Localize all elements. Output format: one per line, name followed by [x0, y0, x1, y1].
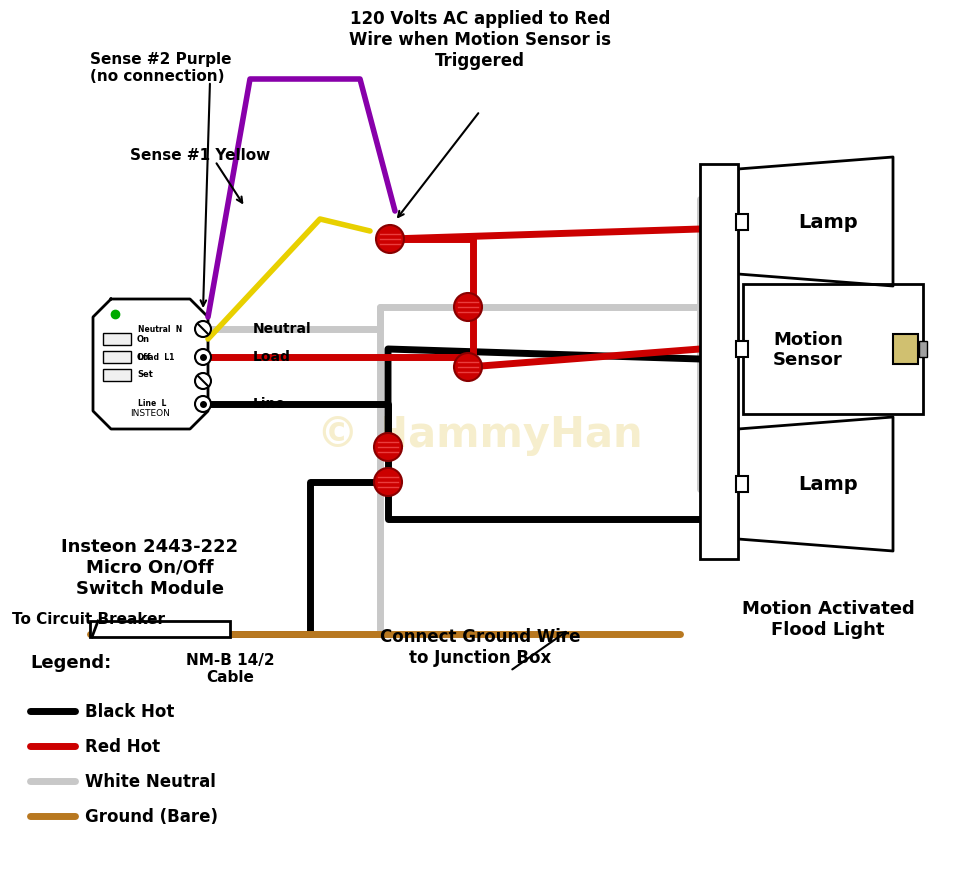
Text: Legend:: Legend:: [30, 653, 111, 671]
Circle shape: [195, 396, 210, 413]
Text: © HammyHan: © HammyHan: [317, 414, 642, 455]
Text: Neutral: Neutral: [253, 322, 311, 335]
Text: 120 Volts AC applied to Red
Wire when Motion Sensor is
Triggered: 120 Volts AC applied to Red Wire when Mo…: [349, 10, 610, 70]
Text: Connect Ground Wire
to Junction Box: Connect Ground Wire to Junction Box: [380, 627, 579, 666]
Text: On: On: [136, 334, 150, 343]
Text: Neutral  N: Neutral N: [137, 324, 182, 333]
Text: Red Hot: Red Hot: [85, 737, 160, 755]
FancyBboxPatch shape: [735, 215, 748, 230]
Text: To Circuit Breaker: To Circuit Breaker: [12, 612, 165, 627]
Text: Lamp: Lamp: [798, 213, 857, 232]
Circle shape: [195, 374, 210, 389]
Text: Load: Load: [253, 349, 290, 363]
Circle shape: [454, 354, 481, 381]
Text: White Neutral: White Neutral: [85, 773, 215, 790]
Text: Off: Off: [136, 352, 151, 362]
Text: Motion Activated
Flood Light: Motion Activated Flood Light: [741, 600, 913, 638]
Text: NM-B 14/2
Cable: NM-B 14/2 Cable: [185, 653, 274, 685]
Text: Line: Line: [253, 396, 285, 410]
Text: Insteon 2443-222
Micro On/Off
Switch Module: Insteon 2443-222 Micro On/Off Switch Mod…: [62, 537, 238, 597]
FancyBboxPatch shape: [735, 342, 748, 357]
Text: Sense #2 Purple
(no connection): Sense #2 Purple (no connection): [90, 52, 232, 84]
FancyBboxPatch shape: [892, 335, 917, 365]
FancyBboxPatch shape: [103, 352, 131, 363]
Text: Line  L: Line L: [137, 399, 166, 408]
Text: Black Hot: Black Hot: [85, 702, 174, 720]
FancyBboxPatch shape: [918, 342, 926, 357]
Text: Ground (Bare): Ground (Bare): [85, 807, 218, 825]
Text: Lamp: Lamp: [798, 475, 857, 494]
Circle shape: [374, 434, 402, 461]
Text: Motion
Sensor: Motion Sensor: [773, 330, 842, 369]
FancyBboxPatch shape: [742, 285, 922, 415]
Text: Sense #1 Yellow: Sense #1 Yellow: [130, 148, 270, 163]
Circle shape: [195, 349, 210, 366]
Text: Load  L1: Load L1: [137, 352, 174, 362]
FancyBboxPatch shape: [700, 165, 737, 560]
Polygon shape: [737, 417, 892, 551]
Text: Set: Set: [136, 370, 153, 379]
Text: INSTEON: INSTEON: [130, 409, 170, 418]
Polygon shape: [737, 158, 892, 287]
FancyBboxPatch shape: [735, 476, 748, 493]
Circle shape: [376, 226, 404, 254]
FancyBboxPatch shape: [103, 334, 131, 346]
Circle shape: [454, 294, 481, 322]
Polygon shape: [93, 300, 208, 429]
FancyBboxPatch shape: [90, 621, 230, 637]
Circle shape: [374, 468, 402, 496]
Circle shape: [195, 322, 210, 338]
FancyBboxPatch shape: [103, 369, 131, 381]
